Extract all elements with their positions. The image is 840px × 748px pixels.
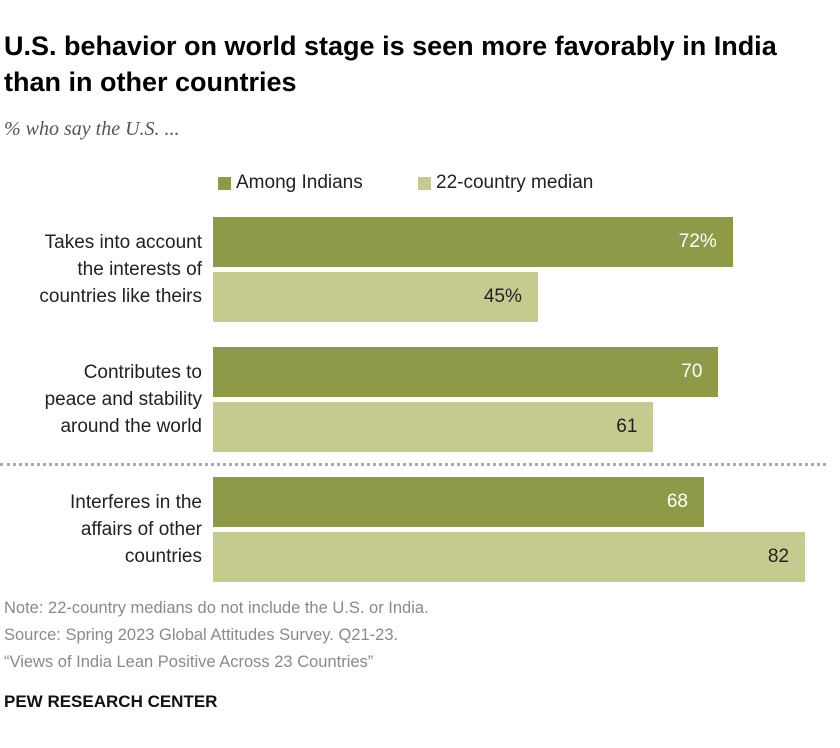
category-label: Contributes to peace and stability aroun… <box>44 361 202 437</box>
bar <box>213 271 538 322</box>
legend-label: 22-country median <box>436 172 594 193</box>
note: Note: 22-country medians do not include … <box>4 599 429 617</box>
footer: PEW RESEARCH CENTER <box>4 692 218 711</box>
separator <box>0 463 826 466</box>
bar <box>213 401 654 452</box>
source: Source: Spring 2023 Global Attitudes Sur… <box>4 626 399 644</box>
legend-label: Among Indians <box>236 172 363 193</box>
legend-item: 22-country median <box>418 171 593 195</box>
value-label: 45% <box>483 285 522 307</box>
category-label: Interferes in the affairs of other count… <box>69 491 202 567</box>
value-label: 70 <box>681 361 703 382</box>
bar <box>213 217 733 267</box>
legend-swatch <box>418 176 431 190</box>
legend-swatch <box>218 176 231 190</box>
category-label: Takes into account the interests of coun… <box>39 231 202 307</box>
chart-subtitle: % who say the U.S. ... <box>4 118 180 140</box>
bar <box>213 477 704 527</box>
value-label: 82 <box>767 545 790 567</box>
bar <box>213 347 719 397</box>
bar <box>213 531 806 582</box>
value-label: 68 <box>666 491 688 512</box>
report: “Views of India Lean Positive Across 23 … <box>4 653 374 671</box>
value-label: 72% <box>678 231 717 252</box>
legend-item: Among Indians <box>218 171 363 195</box>
chart-title: U.S. behavior on world stage is seen mor… <box>4 31 777 97</box>
value-label: 61 <box>616 415 638 437</box>
